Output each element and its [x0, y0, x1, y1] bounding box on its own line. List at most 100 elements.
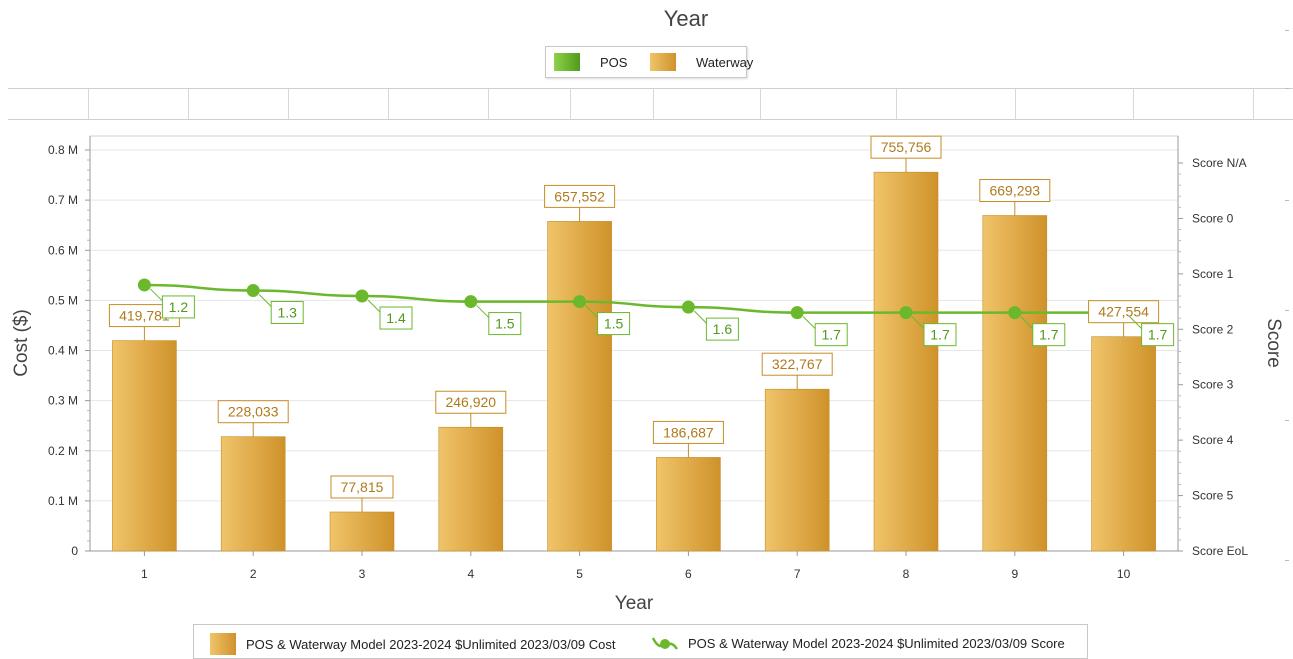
- score-point: [464, 295, 478, 309]
- score-data-label: 1.7: [821, 327, 841, 343]
- cost-bar: [982, 215, 1048, 552]
- score-label-box: [597, 312, 631, 336]
- score-label-box: [1032, 323, 1066, 347]
- score-label-box: [1141, 323, 1175, 347]
- x-axis: 1 2 3 4 5 6 7 8 9 10: [90, 550, 1178, 581]
- score-label-connector: [694, 310, 707, 324]
- score-label-box: [379, 306, 413, 330]
- top-legend-item-pos[interactable]: POS: [554, 53, 627, 71]
- y2-tick-label: Score N/A: [1192, 156, 1247, 170]
- x-tick-label: 9: [1011, 567, 1018, 581]
- score-point: [899, 306, 913, 320]
- score-label-box: [488, 312, 522, 336]
- y2-tick-label: Score 1: [1192, 267, 1234, 281]
- score-label-box: [270, 300, 304, 324]
- cost-data-label: 755,756: [881, 139, 932, 155]
- cost-data-label: 186,687: [663, 424, 714, 440]
- cost-label-box: [1088, 300, 1160, 324]
- score-label-connector: [367, 299, 381, 313]
- legend-label-cost: POS & Waterway Model 2023-2024 $Unlimite…: [246, 636, 616, 652]
- y-tick-label: 0.8 M: [48, 143, 78, 157]
- y2-tick-label: Score 3: [1192, 378, 1234, 392]
- cost-bar: [547, 221, 612, 552]
- y2-tick-label: Score 5: [1192, 489, 1234, 503]
- y2-tick-label: Score 4: [1192, 433, 1234, 447]
- score-data-label: 1.2: [169, 299, 189, 315]
- y-tick-label: 0.5 M: [48, 293, 78, 307]
- score-data-label: 1.7: [1039, 327, 1059, 343]
- legend-item-score[interactable]: POS & Waterway Model 2023-2024 $Unlimite…: [650, 633, 1065, 653]
- x-tick-label: 8: [903, 567, 910, 581]
- score-label-connector: [802, 316, 816, 330]
- cost-bar: [873, 171, 939, 552]
- y-tick-label: 0: [71, 544, 78, 558]
- x-tick-label: 6: [685, 567, 692, 581]
- x-tick-label: 1: [141, 567, 148, 581]
- score-label-connector: [476, 305, 490, 318]
- score-data-label: 1.7: [930, 327, 950, 343]
- score-point: [573, 295, 587, 309]
- cost-bar: [112, 340, 177, 552]
- cost-label-box: [761, 352, 833, 376]
- cost-label-box: [652, 420, 724, 444]
- score-label-box: [705, 317, 739, 341]
- chart-top-title: Year: [663, 6, 709, 31]
- cost-data-label: 427,554: [1098, 304, 1149, 320]
- cost-data-label: 419,781: [119, 308, 170, 324]
- pos-swatch: [554, 53, 580, 71]
- score-point: [137, 278, 151, 292]
- score-data-label: 1.7: [1148, 327, 1168, 343]
- cost-bar: [438, 426, 504, 552]
- y-tick-label: 0.7 M: [48, 193, 78, 207]
- y-tick-label: 0.1 M: [48, 494, 78, 508]
- cost-bar: [329, 511, 395, 552]
- score-point: [790, 306, 804, 320]
- top-legend-label-pos: POS: [600, 54, 628, 70]
- y-tick-label: 0.2 M: [48, 444, 78, 458]
- header-grid-strip: [8, 88, 1293, 120]
- waterway-swatch: [650, 53, 676, 71]
- bottom-legend: POS & Waterway Model 2023-2024 $Unlimite…: [193, 624, 1088, 659]
- y-tick-label: 0.4 M: [48, 344, 78, 358]
- score-point: [1008, 306, 1022, 320]
- x-tick-label: 7: [794, 567, 801, 581]
- score-point: [246, 283, 260, 297]
- cost-label-box: [435, 390, 507, 414]
- score-line: [137, 278, 1124, 320]
- x-tick-label: 10: [1117, 567, 1131, 581]
- x-tick-label: 3: [359, 567, 366, 581]
- score-data-label: 1.5: [495, 316, 515, 332]
- score-data-label: 1.4: [386, 310, 406, 326]
- score-line-path: [144, 283, 1124, 314]
- cost-bar: [1091, 336, 1156, 552]
- score-label-connector: [911, 316, 925, 330]
- cost-label-box: [217, 400, 289, 424]
- score-point: [681, 300, 695, 314]
- score-label-connector: [1129, 316, 1142, 330]
- y-axis-title: Cost ($): [11, 309, 32, 377]
- legend-label-score: POS & Waterway Model 2023-2024 $Unlimite…: [688, 635, 1065, 651]
- x-tick-label: 2: [250, 567, 257, 581]
- y2-tick-label: Score 0: [1192, 211, 1234, 225]
- cost-label-box: [870, 135, 942, 159]
- top-legend-label-waterway: Waterway: [696, 54, 754, 70]
- cost-bar: [764, 388, 830, 552]
- y2-tick-label: Score EoL: [1192, 544, 1248, 558]
- y-axis-left: 0 0.1 M 0.2 M 0.3 M 0.4 M 0.5 M 0.6 M 0.7 M 0.8 …: [48, 136, 91, 558]
- x-tick-label: 4: [467, 567, 474, 581]
- score-label-connector: [258, 294, 272, 307]
- score-label-box: [923, 323, 957, 347]
- score-line-marker-icon: [651, 637, 679, 650]
- score-data-label: 1.5: [604, 316, 624, 332]
- cost-bar: [220, 436, 286, 552]
- cost-data-label: 77,815: [341, 479, 384, 495]
- score-point: [355, 289, 369, 303]
- cost-bar: [656, 457, 721, 552]
- top-legend-item-waterway[interactable]: Waterway: [650, 53, 753, 71]
- score-data-label: 1.6: [713, 321, 733, 337]
- cost-label-box: [979, 179, 1051, 203]
- y-axis-right: Score N/A Score 0 Score 1 Score 2 Score 3 Sco…: [1177, 136, 1248, 558]
- legend-item-cost[interactable]: POS & Waterway Model 2023-2024 $Unlimite…: [210, 633, 616, 655]
- cost-data-label: 246,920: [445, 394, 496, 410]
